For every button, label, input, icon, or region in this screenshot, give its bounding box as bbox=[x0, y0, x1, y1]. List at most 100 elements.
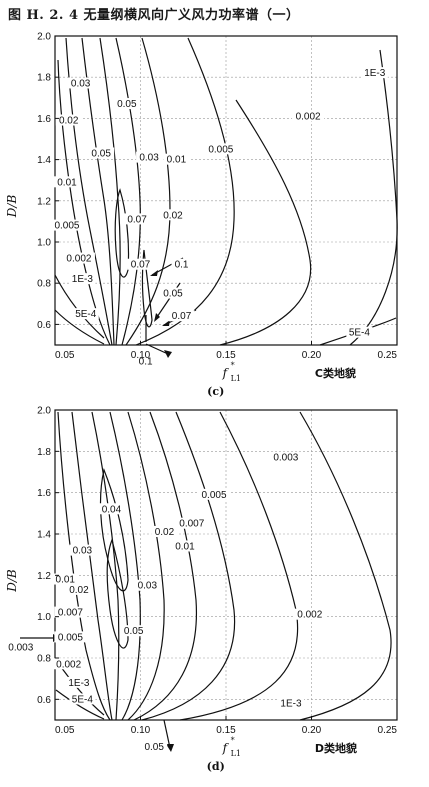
contour-label: 0.1 bbox=[175, 260, 189, 271]
y-tick-label: 2.0 bbox=[37, 32, 51, 43]
panel-d-ticks: 0.05 0.10 0.15 0.20 0.25 0.6 0.8 1.0 1.2 1.4 1.6 1.… bbox=[5, 406, 398, 773]
contour-label-bg bbox=[159, 209, 186, 221]
contour-label: 0.05 bbox=[117, 99, 137, 110]
contour-label-bg bbox=[52, 573, 79, 585]
contour-label-bg bbox=[4, 641, 37, 653]
contour-line bbox=[349, 49, 398, 346]
panel-c-contour-labels: 0.03 0.02 0.05 0.05 0.03 0.01 0.005 0.002 1E-3 0.… bbox=[50, 67, 388, 368]
contour-label-bg bbox=[141, 740, 168, 752]
pointer-arrow bbox=[163, 719, 171, 749]
contour-label: 1E-3 bbox=[68, 678, 90, 689]
y-tick-label: 1.8 bbox=[37, 447, 51, 458]
contour-line bbox=[99, 37, 121, 346]
x-axis-label-sub: L1 bbox=[231, 374, 241, 383]
x-tick-label: 0.20 bbox=[302, 350, 322, 361]
contour-line bbox=[219, 99, 312, 346]
contour-label: 0.007 bbox=[179, 519, 204, 530]
contour-label: 5E-4 bbox=[349, 328, 371, 339]
contour-label: 0.02 bbox=[163, 210, 183, 221]
y-tick-label: 1.8 bbox=[37, 73, 51, 84]
contour-label-bg bbox=[54, 606, 87, 618]
y-tick-label: 1.6 bbox=[37, 488, 51, 499]
contour-label: 0.01 bbox=[57, 177, 77, 188]
x-tick-label: 0.10 bbox=[131, 350, 151, 361]
x-tick-label: 0.05 bbox=[55, 350, 75, 361]
contour-label-bg bbox=[163, 153, 190, 165]
contour-label: 0.005 bbox=[202, 490, 227, 501]
x-tick-label: 0.15 bbox=[216, 725, 236, 736]
contour-line bbox=[114, 188, 130, 278]
contour-label: 0.03 bbox=[73, 546, 93, 557]
contour-label: 0.002 bbox=[297, 610, 322, 621]
contour-label: 0.005 bbox=[58, 632, 83, 643]
contour-label: 0.03 bbox=[139, 153, 159, 164]
contour-label: 0.03 bbox=[71, 78, 91, 89]
contour-label-bg bbox=[134, 579, 161, 591]
contour-label: 0.07 bbox=[127, 214, 147, 225]
x-tick-label: 0.15 bbox=[216, 350, 236, 361]
figure-caption: 图 H. 2. 4 无量纲横风向广义风力功率谱（一） bbox=[8, 8, 300, 23]
terrain-label: C类地貌 bbox=[315, 366, 356, 380]
contour-label-bg bbox=[124, 213, 151, 225]
x-tick-label: 0.20 bbox=[302, 725, 322, 736]
y-tick-label: 1.4 bbox=[37, 155, 51, 166]
pointer-arrow bbox=[145, 343, 169, 355]
y-tick-label: 2.0 bbox=[37, 406, 51, 417]
contour-line bbox=[109, 411, 141, 721]
contour-label: 0.002 bbox=[296, 111, 321, 122]
contour-label: 0.01 bbox=[175, 541, 195, 552]
panel-c-grid bbox=[55, 36, 397, 345]
y-tick-label: 1.0 bbox=[37, 238, 51, 249]
panel-c-arrows bbox=[145, 257, 197, 358]
arrowhead-icon bbox=[162, 320, 170, 326]
contour-label: 0.07 bbox=[131, 260, 151, 271]
contour-line bbox=[141, 249, 153, 328]
contour-label-bg bbox=[127, 258, 154, 270]
contour-label: 0.03 bbox=[138, 581, 158, 592]
contour-label-bg bbox=[65, 676, 92, 688]
contour-label-bg bbox=[277, 697, 304, 709]
contour-line bbox=[99, 468, 129, 592]
contour-label-bg bbox=[52, 658, 85, 670]
contour-line bbox=[91, 411, 120, 721]
contour-label-bg bbox=[151, 526, 178, 537]
contour-label: 0.01 bbox=[167, 155, 187, 166]
contour-line bbox=[71, 411, 113, 721]
contour-label-bg bbox=[62, 252, 95, 264]
x-tick-label: 0.25 bbox=[378, 350, 398, 361]
contour-label: 0.04 bbox=[102, 504, 122, 515]
contour-label-bg bbox=[171, 540, 198, 552]
contour-label-bg bbox=[293, 608, 326, 620]
contour-label-bg bbox=[204, 143, 237, 155]
contour-label: 0.07 bbox=[172, 311, 192, 322]
y-tick-label: 1.2 bbox=[37, 196, 51, 207]
contour-label: 0.007 bbox=[58, 608, 83, 619]
panel-d-arrows bbox=[20, 634, 174, 752]
contour-label: 5E-4 bbox=[72, 694, 94, 705]
y-tick-label: 1.0 bbox=[37, 612, 51, 623]
x-axis-label: f bbox=[222, 741, 230, 755]
contour-label-bg bbox=[269, 451, 302, 463]
contour-label-bg bbox=[69, 273, 96, 285]
contour-label-bg bbox=[50, 219, 83, 231]
contour-label: 0.003 bbox=[273, 453, 298, 464]
contour-label-bg bbox=[69, 693, 96, 705]
contour-label-bg bbox=[159, 287, 186, 299]
contour-label-bg bbox=[135, 355, 156, 367]
contour-label-bg bbox=[168, 310, 195, 322]
y-axis-label: D/B bbox=[5, 569, 19, 593]
contour-line bbox=[106, 538, 129, 649]
arrowhead-icon bbox=[150, 270, 158, 276]
y-tick-label: 1.4 bbox=[37, 530, 51, 541]
contour-label: 0.05 bbox=[124, 626, 144, 637]
contour-line bbox=[127, 411, 165, 721]
contour-label-bg bbox=[88, 147, 115, 159]
contour-label: 0.05 bbox=[163, 289, 183, 300]
panel-label: (d) bbox=[207, 760, 225, 773]
contour-label: 0.02 bbox=[155, 527, 175, 538]
y-tick-label: 0.6 bbox=[37, 320, 51, 331]
contour-label-bg bbox=[65, 583, 92, 595]
y-tick-label: 0.8 bbox=[37, 279, 51, 290]
